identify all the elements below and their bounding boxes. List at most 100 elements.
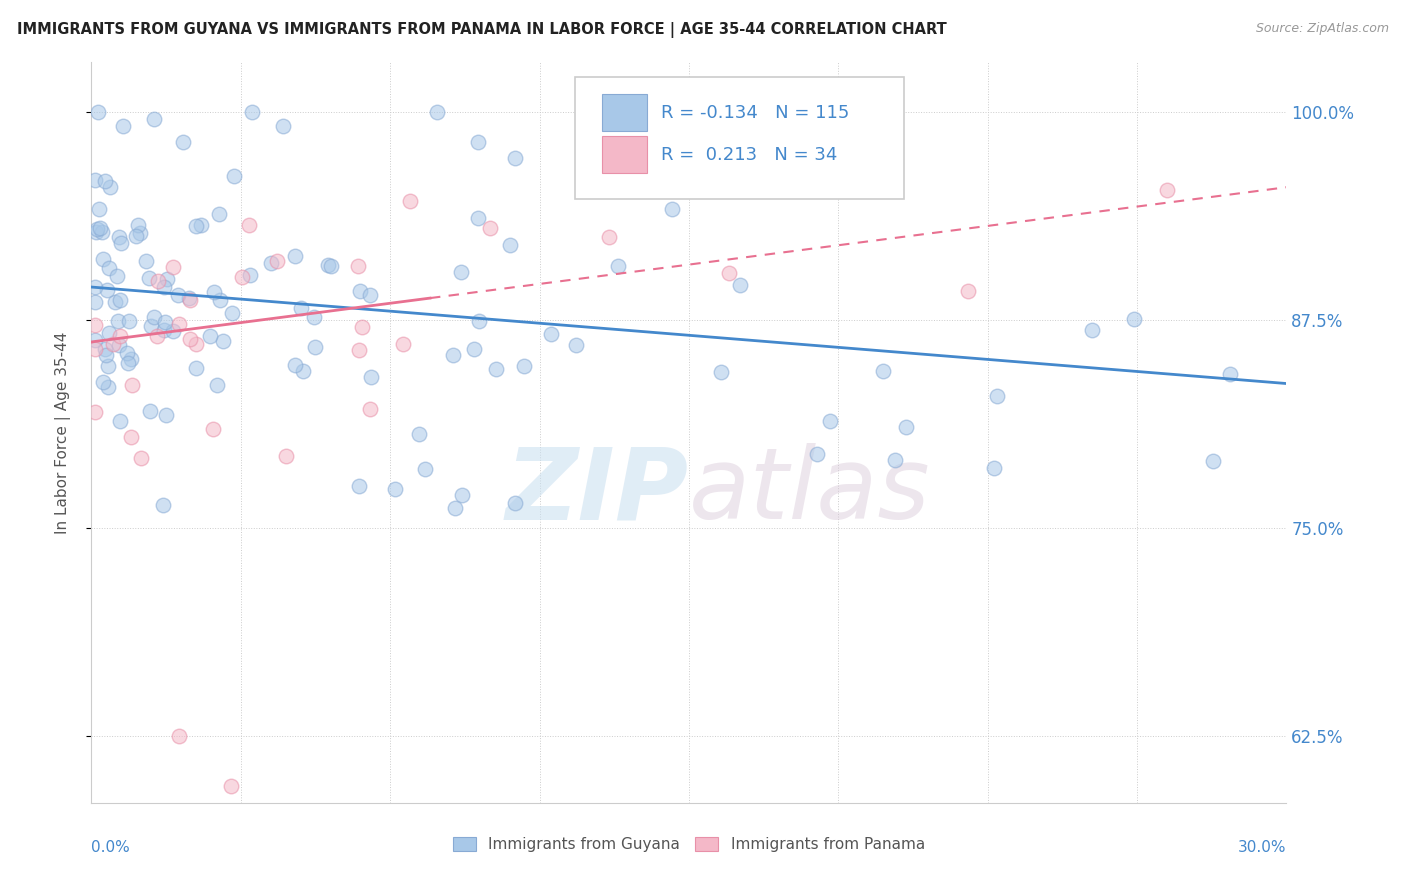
Point [98,260,121,275]
Point [97,326,120,340]
Point [239,268,262,282]
FancyBboxPatch shape [575,78,904,200]
Point [321,260,343,274]
Point [108,230,131,244]
Point [485,362,508,376]
Point [450,265,472,279]
Point [983,461,1005,475]
Point [205,378,228,392]
Point [266,253,288,268]
Point [117,355,139,369]
Point [186,219,208,234]
Text: 0.0%: 0.0% [91,839,131,855]
Point [441,348,464,362]
Point [318,258,340,272]
Point [84,333,107,347]
Point [661,202,683,216]
Point [872,364,894,378]
Point [820,414,842,428]
Point [125,229,148,244]
Legend: Immigrants from Guyana, Immigrants from Panama: Immigrants from Guyana, Immigrants from … [447,830,931,858]
Point [120,351,142,366]
Point [399,194,422,208]
Point [360,370,382,384]
Point [186,360,208,375]
Point [1156,183,1178,197]
Point [96,283,118,297]
Point [986,389,1008,403]
Point [304,340,326,354]
Point [200,329,222,343]
Point [208,207,231,221]
Point [463,342,485,356]
Point [291,364,314,378]
Point [408,427,430,442]
Point [564,338,586,352]
Point [513,359,536,373]
Point [222,169,245,183]
Point [274,449,297,463]
Point [146,329,169,343]
Point [1080,323,1102,337]
Point [84,405,107,419]
Point [467,314,489,328]
Point [284,359,307,373]
Point [97,359,120,373]
Point [467,135,489,149]
Point [478,221,501,235]
Point [110,414,132,428]
Point [167,288,190,302]
Point [179,291,201,305]
Point [1219,367,1241,381]
Point [202,285,225,300]
Point [503,496,526,510]
Point [104,295,127,310]
Point [87,202,110,217]
Point [94,174,117,188]
Point [499,237,522,252]
Point [120,430,142,444]
Point [956,285,979,299]
Point [110,293,132,307]
Point [179,293,201,307]
Point [142,112,165,127]
Point [247,807,270,822]
Point [1202,454,1225,468]
Point [105,269,128,284]
Point [84,225,107,239]
Point [86,222,108,236]
Point [139,404,162,418]
Point [153,323,176,337]
Point [96,348,118,362]
Point [540,326,562,341]
Point [806,447,828,461]
Point [84,295,107,310]
Point [111,119,134,133]
Point [138,271,160,285]
Point [155,408,177,422]
Point [139,318,162,333]
Text: atlas: atlas [689,443,931,541]
Point [347,343,370,357]
Point [153,279,176,293]
Point [884,453,907,467]
Point [231,270,253,285]
Point [118,314,141,328]
FancyBboxPatch shape [602,95,647,131]
Point [221,306,243,320]
Point [100,180,122,194]
Text: Source: ZipAtlas.com: Source: ZipAtlas.com [1256,22,1389,36]
Point [607,259,630,273]
Point [143,310,166,324]
Point [260,255,283,269]
Point [96,380,118,394]
Point [728,277,751,292]
Text: R =  0.213   N = 34: R = 0.213 N = 34 [661,146,838,164]
Point [135,253,157,268]
Point [172,135,194,149]
Point [94,342,117,356]
Point [162,260,184,275]
Point [190,218,212,232]
Point [89,220,111,235]
Point [84,318,107,333]
